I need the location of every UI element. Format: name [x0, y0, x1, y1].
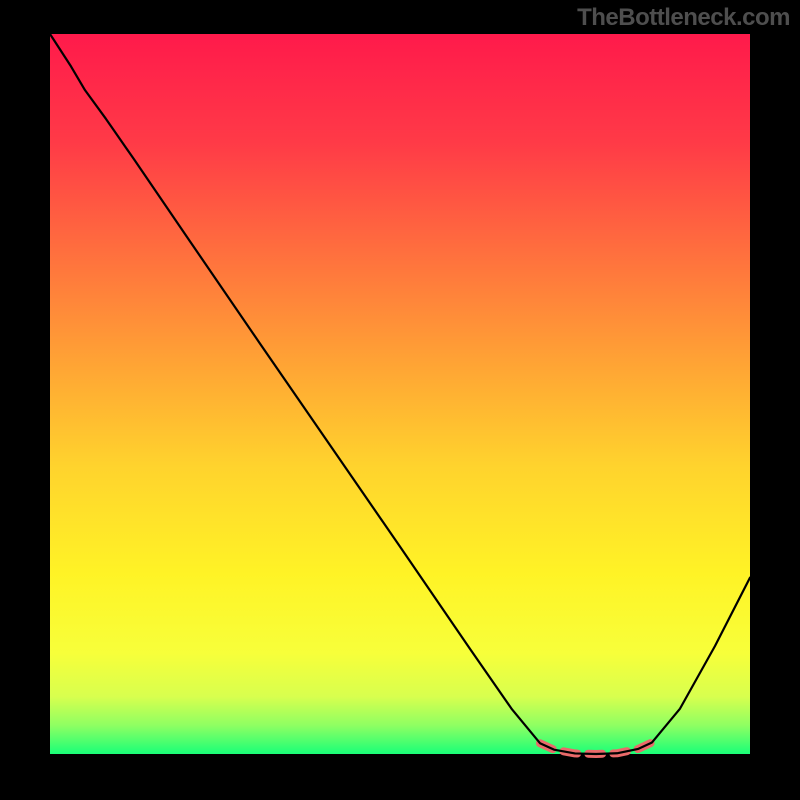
plot-background [50, 34, 750, 754]
chart-container: TheBottleneck.com [0, 0, 800, 800]
bottleneck-chart [0, 0, 800, 800]
watermark-label: TheBottleneck.com [577, 4, 790, 32]
